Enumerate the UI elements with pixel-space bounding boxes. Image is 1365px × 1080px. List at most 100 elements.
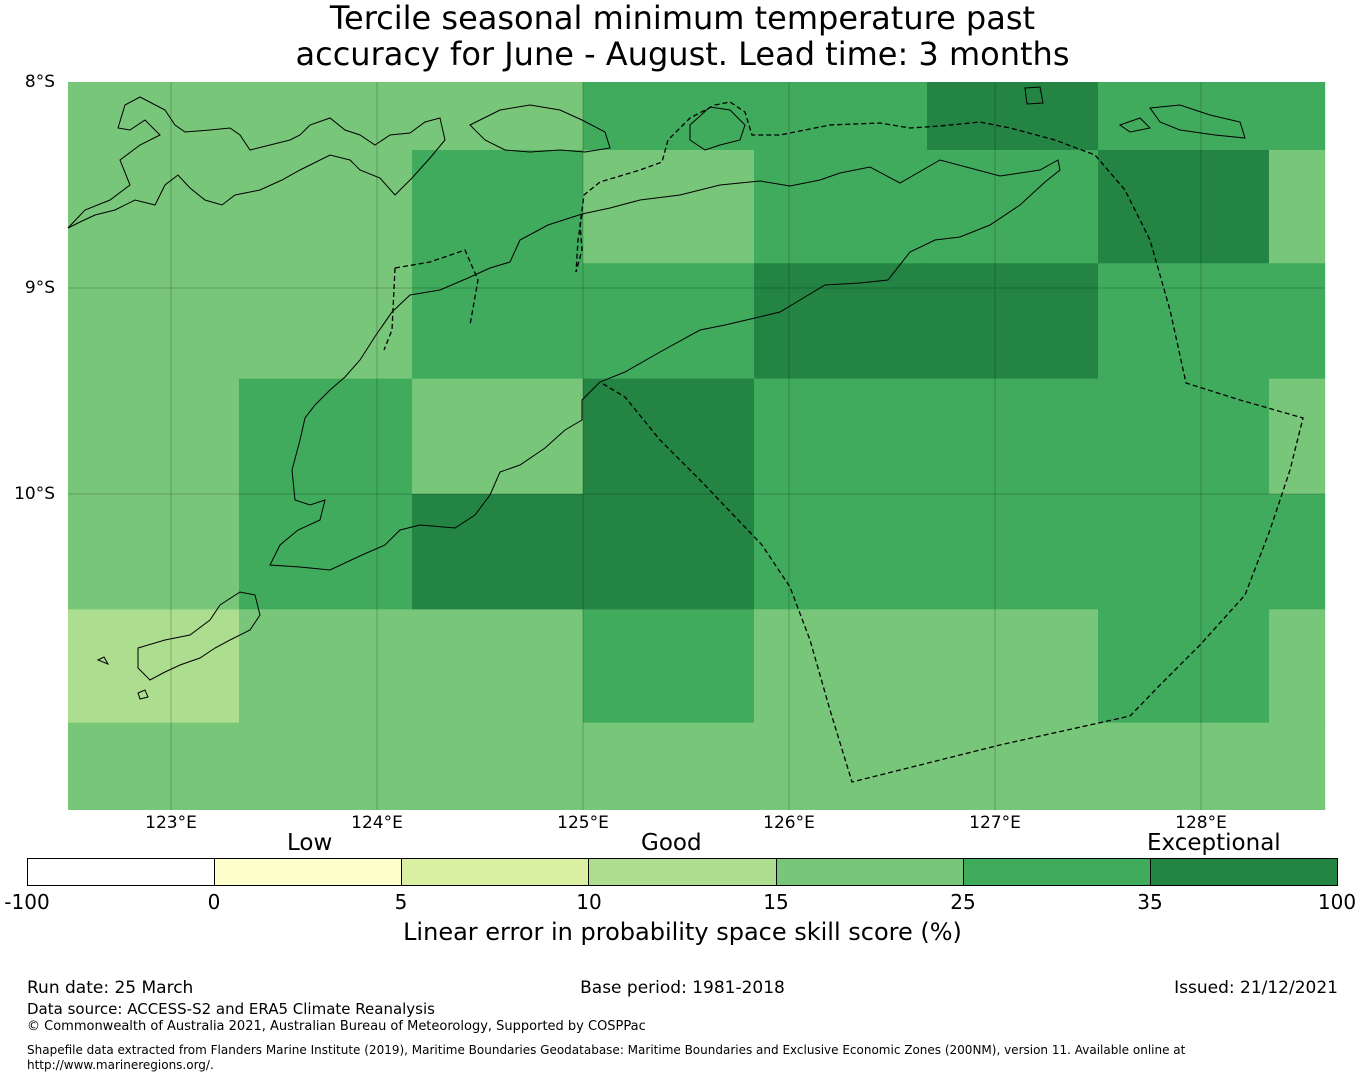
eez-boundary-timor-leste: [575, 101, 1304, 783]
skill-cell: [1098, 378, 1270, 495]
skill-cell: [412, 494, 584, 610]
skill-cell: [68, 609, 240, 724]
skill-cell: [412, 82, 584, 151]
skill-cell: [412, 722, 584, 810]
issued-date: Issued: 21/12/2021: [1174, 978, 1338, 998]
coastline-islands-north: [469, 86, 1246, 153]
skill-cell: [1268, 609, 1326, 724]
skill-cell: [238, 494, 413, 610]
skill-cell: [1098, 494, 1270, 610]
skill-cell: [238, 263, 413, 380]
skill-cell: [583, 722, 755, 810]
skill-cell: [238, 609, 413, 724]
skill-cell: [1268, 82, 1326, 151]
skill-cell: [1268, 149, 1326, 264]
shapefile-credit-line-2: http://www.marineregions.org/.: [27, 1058, 214, 1072]
skill-cell: [583, 609, 755, 724]
colorbar-tick: 35: [1137, 890, 1163, 914]
skill-score-map: [67, 82, 1326, 810]
colorbar-tick: 5: [394, 890, 408, 914]
colorbar-tick: 15: [763, 890, 789, 914]
skill-cell: [583, 149, 755, 264]
colorbar-tick: 25: [950, 890, 976, 914]
colorbar-segment: [588, 859, 776, 885]
lat-label: 9°S: [24, 278, 55, 298]
skill-cell: [1098, 149, 1270, 264]
colorbar: [27, 858, 1338, 886]
skill-cell: [927, 494, 1099, 610]
skill-cell: [412, 263, 584, 380]
skill-cell: [412, 609, 584, 724]
lon-label: 124°E: [351, 813, 403, 833]
skill-cell: [753, 494, 928, 610]
colorbar-segment: [775, 859, 963, 885]
lon-label: 126°E: [763, 813, 815, 833]
skill-cell: [927, 263, 1099, 380]
skill-cell: [1098, 609, 1270, 724]
shapefile-credit-line-1: Shapefile data extracted from Flanders M…: [27, 1043, 1186, 1057]
skill-cell: [238, 82, 413, 151]
legend-category-low: Low: [287, 830, 333, 856]
lon-label: 127°E: [969, 813, 1021, 833]
maritime-boundaries: [383, 101, 1304, 783]
base-period: Base period: 1981-2018: [580, 978, 785, 998]
colorbar-tick: 100: [1317, 890, 1357, 914]
skill-cell: [412, 149, 584, 264]
skill-cell: [68, 149, 240, 264]
lat-label: 10°S: [14, 484, 55, 504]
colorbar-segment: [214, 859, 402, 885]
skill-cell: [927, 609, 1099, 724]
coastline-flores: [67, 96, 446, 229]
skill-cell: [927, 378, 1099, 495]
skill-cell: [1268, 722, 1326, 810]
run-date: Run date: 25 March: [27, 978, 194, 998]
colorbar-segment: [28, 859, 215, 885]
skill-cell: [1098, 82, 1270, 151]
skill-cell: [583, 378, 755, 495]
skill-cell: [238, 722, 413, 810]
skill-cell: [68, 82, 240, 151]
map-title-line-2: accuracy for June - August. Lead time: 3…: [295, 35, 1070, 73]
colorbar-tick: -100: [4, 890, 50, 914]
skill-cell: [238, 378, 413, 495]
skill-cell: [68, 494, 240, 610]
legend-category-good: Good: [641, 830, 702, 856]
skill-cell: [583, 494, 755, 610]
colorbar-label: Linear error in probability space skill …: [403, 918, 962, 946]
skill-cell: [753, 378, 928, 495]
data-source: Data source: ACCESS-S2 and ERA5 Climate …: [27, 1000, 435, 1018]
skill-cell: [753, 149, 928, 264]
skill-cell: [1268, 378, 1326, 495]
skill-cell: [238, 149, 413, 264]
colorbar-segment: [1149, 859, 1337, 885]
colorbar-segment: [962, 859, 1150, 885]
skill-cell: [583, 263, 755, 380]
skill-cell: [753, 722, 928, 810]
eez-boundary-oecusse: [383, 249, 479, 351]
skill-cell: [68, 722, 240, 810]
skill-cell: [927, 149, 1099, 264]
skill-cell: [753, 263, 928, 380]
skill-cell: [1098, 722, 1270, 810]
skill-cell: [583, 82, 755, 151]
skill-cell: [927, 82, 1099, 151]
legend-category-exceptional: Exceptional: [1147, 830, 1281, 856]
lat-label: 8°S: [24, 72, 55, 92]
skill-cell: [1268, 494, 1326, 610]
skill-cell: [1098, 263, 1270, 380]
skill-cell: [412, 378, 584, 495]
skill-cell: [68, 263, 240, 380]
copyright: © Commonwealth of Australia 2021, Austra…: [27, 1019, 646, 1034]
colorbar-tick: 0: [207, 890, 221, 914]
coastline-timor: [269, 159, 1061, 571]
coastlines: [67, 86, 1246, 700]
skill-cell: [753, 609, 928, 724]
skill-grid-cells: [68, 82, 1326, 810]
lon-label: 125°E: [557, 813, 609, 833]
skill-cell: [753, 82, 928, 151]
skill-cell: [68, 378, 240, 495]
lon-label: 128°E: [1175, 813, 1227, 833]
skill-cell: [1268, 263, 1326, 380]
map-title-line-1: Tercile seasonal minimum temperature pas…: [329, 0, 1036, 37]
lon-label: 123°E: [145, 813, 197, 833]
